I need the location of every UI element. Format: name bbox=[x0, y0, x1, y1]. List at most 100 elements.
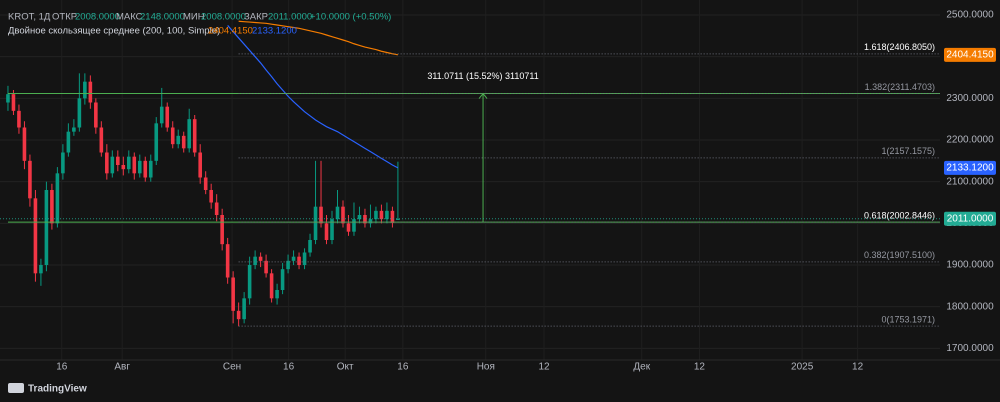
candle-body bbox=[352, 219, 356, 232]
candle-body bbox=[187, 119, 192, 149]
candle-body bbox=[22, 127, 27, 161]
candle-body bbox=[236, 310, 241, 320]
fib-level-label: 0.382(1907.5100) bbox=[864, 250, 935, 260]
candle-body bbox=[385, 210, 389, 220]
candle-body bbox=[99, 127, 104, 153]
x-tick-label: 16 bbox=[56, 362, 68, 373]
candle-body bbox=[94, 102, 98, 128]
x-tick-label: Ноя bbox=[477, 362, 495, 373]
close-label: ЗАКР bbox=[244, 12, 268, 23]
candle-body bbox=[28, 160, 32, 199]
x-tick-label: Дек bbox=[633, 362, 650, 373]
candle-body bbox=[374, 210, 378, 220]
price-tag-label: 2011.0000 bbox=[947, 213, 994, 224]
candle-body bbox=[253, 256, 257, 265]
indicator-name: Двойное скользящее среднее (200, 100, Si… bbox=[8, 26, 220, 37]
low-label: МИН bbox=[183, 12, 205, 23]
change: +10.0000 (+0.50%) bbox=[310, 12, 391, 23]
candle-body bbox=[390, 210, 395, 223]
candle-body bbox=[6, 94, 10, 103]
candle-body bbox=[121, 165, 126, 170]
candle-body bbox=[209, 190, 213, 203]
candle-body bbox=[88, 81, 93, 103]
candle-body bbox=[181, 135, 186, 149]
low-value: 2008.0000 bbox=[201, 12, 246, 23]
candle-body bbox=[319, 206, 323, 224]
x-tick-label: Авг bbox=[114, 362, 130, 373]
x-tick-label: Окт bbox=[337, 362, 354, 373]
measure-arrow-head bbox=[478, 92, 488, 99]
high-value: 2148.0000 bbox=[140, 12, 185, 23]
candle-body bbox=[17, 110, 21, 128]
candle-body bbox=[396, 218, 400, 220]
y-tick-label: 1900.0000 bbox=[946, 260, 994, 271]
candle-body bbox=[280, 269, 285, 290]
y-tick-label: 2300.0000 bbox=[946, 93, 994, 104]
candle-body bbox=[44, 190, 49, 265]
candle-body bbox=[132, 156, 137, 174]
fib-level-label: 0(1753.1971) bbox=[881, 315, 935, 325]
candle-body bbox=[159, 106, 164, 124]
brand: TradingView bbox=[28, 384, 87, 395]
candle-body bbox=[341, 206, 345, 224]
candle-body bbox=[335, 206, 340, 220]
candle-body bbox=[313, 206, 318, 240]
x-tick-label: Сен bbox=[223, 362, 241, 373]
candle-body bbox=[291, 256, 296, 261]
candle-body bbox=[286, 260, 290, 270]
candle-body bbox=[170, 127, 175, 145]
candle-body bbox=[220, 215, 224, 245]
x-tick-label: 2025 bbox=[791, 362, 814, 373]
x-tick-label: 12 bbox=[538, 362, 550, 373]
candle-body bbox=[143, 160, 148, 178]
high-label: МАКС bbox=[116, 12, 143, 23]
candle-body bbox=[165, 106, 170, 128]
price-tag bbox=[944, 47, 996, 62]
candle-body bbox=[297, 256, 301, 265]
candle-body bbox=[77, 98, 82, 128]
fib-level-label: 1.382(2311.4703) bbox=[865, 82, 935, 92]
candle-body bbox=[346, 223, 351, 232]
indicator-value: 2133.1200 bbox=[252, 26, 297, 37]
candle-body bbox=[330, 219, 334, 240]
x-tick-label: 16 bbox=[283, 362, 295, 373]
fib-level-label: 1.618(2406.8050) bbox=[864, 42, 935, 52]
candle-body bbox=[357, 215, 362, 220]
price-tag-label: 2133.1200 bbox=[946, 163, 994, 174]
indicator-value: 2404.4150 bbox=[208, 26, 253, 37]
moving-average-line bbox=[227, 25, 399, 169]
candle-body bbox=[116, 156, 120, 165]
candle-body bbox=[50, 190, 54, 224]
candle-body bbox=[83, 81, 87, 99]
candle-body bbox=[39, 265, 43, 274]
fib-level-label: 0.618(2002.8446) bbox=[864, 211, 935, 221]
candle-body bbox=[247, 265, 252, 299]
y-tick-label: 1800.0000 bbox=[946, 301, 994, 312]
y-tick-label: 2200.0000 bbox=[946, 135, 994, 146]
candle-body bbox=[242, 298, 246, 320]
candle-body bbox=[308, 240, 312, 253]
plot-area: 1.618(2406.8050) 1.382(2311.4703) 1(2157.1… bbox=[0, 0, 940, 360]
candle-body bbox=[33, 198, 38, 274]
x-tick-label: 16 bbox=[397, 362, 409, 373]
candle-body bbox=[11, 94, 16, 111]
candle-body bbox=[55, 173, 60, 224]
logo-icon bbox=[8, 383, 24, 393]
candle-body bbox=[225, 244, 230, 278]
candle-body bbox=[126, 156, 131, 170]
candle-body bbox=[214, 202, 219, 215]
price-tag bbox=[944, 160, 996, 175]
candle-body bbox=[176, 135, 181, 145]
fib-level-label: 1(2157.1575) bbox=[881, 146, 935, 156]
candle-body bbox=[61, 152, 65, 174]
open-value: 2008.0000 bbox=[75, 12, 120, 23]
candle-body bbox=[258, 256, 263, 261]
candle-body bbox=[269, 273, 274, 299]
candle-body bbox=[105, 152, 109, 174]
y-tick-label: 2100.0000 bbox=[946, 176, 994, 187]
candle-body bbox=[363, 215, 367, 224]
x-tick-label: 12 bbox=[694, 362, 706, 373]
candle-body bbox=[231, 277, 235, 311]
candle-body bbox=[72, 127, 76, 132]
